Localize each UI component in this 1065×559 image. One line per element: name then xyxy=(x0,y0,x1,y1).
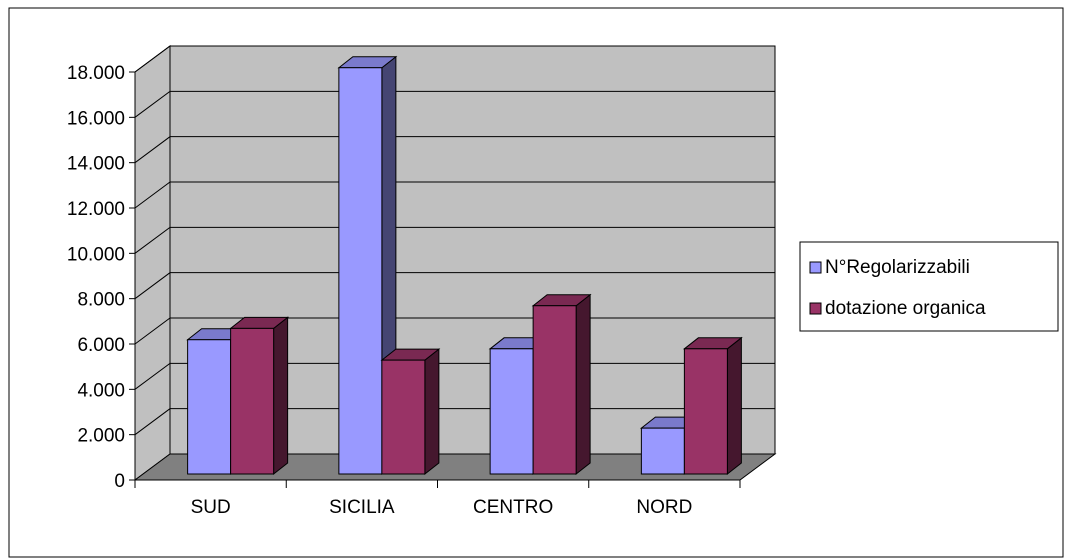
y-tick-label: 12.000 xyxy=(67,199,125,220)
legend-label-dotazione-organica: dotazione organica xyxy=(825,298,986,319)
bar-front xyxy=(532,305,577,475)
x-tick-label: SUD xyxy=(191,497,231,518)
y-axis-tick-labels: 0 2.000 4.000 6.000 8.000 10.000 12.000 14.000 1… xyxy=(67,63,125,492)
y-tick-label: 10.000 xyxy=(67,244,125,265)
y-tick-label: 2.000 xyxy=(77,426,125,447)
x-tick-label: NORD xyxy=(636,497,692,518)
bar-front xyxy=(381,359,426,475)
bar xyxy=(531,293,592,476)
bar-side xyxy=(726,336,742,476)
bar-front xyxy=(640,427,685,475)
bar-front xyxy=(683,348,728,475)
gridline xyxy=(134,181,775,209)
y-tick-label: 14.000 xyxy=(67,154,125,175)
gridline xyxy=(134,136,775,164)
x-tick-label: CENTRO xyxy=(473,497,553,518)
gridline xyxy=(134,226,775,254)
legend: N°Regolarizzabili dotazione organica xyxy=(799,241,1059,332)
legend-swatch-regolarizzabili xyxy=(809,261,822,274)
bar-side xyxy=(273,316,289,476)
gridline xyxy=(134,45,775,73)
bar-front xyxy=(187,339,232,475)
gridline xyxy=(134,90,775,118)
legend-label-regolarizzabili: N°Regolarizzabili xyxy=(825,257,970,278)
y-tick-label: 4.000 xyxy=(77,380,125,401)
bar xyxy=(380,348,441,476)
plot-area xyxy=(129,45,777,488)
x-tick-label: SICILIA xyxy=(329,497,395,518)
y-tick-label: 8.000 xyxy=(77,290,125,311)
side-wall xyxy=(134,45,171,481)
bar xyxy=(229,316,290,476)
bar-side xyxy=(575,293,591,476)
bar-front xyxy=(489,348,534,475)
bar-front xyxy=(230,327,275,475)
y-tick-label: 6.000 xyxy=(77,335,125,356)
legend-swatch-dotazione-organica xyxy=(809,302,822,315)
bar xyxy=(682,336,743,476)
y-tick-label: 18.000 xyxy=(67,63,125,84)
y-tick-label: 0 xyxy=(114,471,125,492)
bar-front xyxy=(338,67,383,475)
bar-side xyxy=(424,348,440,476)
x-axis-tick-labels: SUD SICILIA CENTRO NORD xyxy=(191,497,693,518)
legend-box xyxy=(799,241,1059,332)
gridline xyxy=(134,272,775,300)
y-tick-label: 16.000 xyxy=(67,108,125,129)
